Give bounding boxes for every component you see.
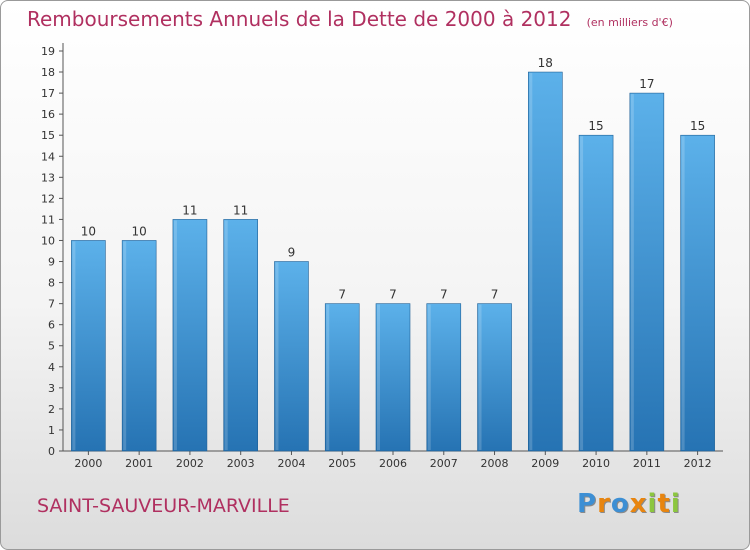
data-label: 11 <box>182 203 197 217</box>
data-label: 17 <box>639 77 654 91</box>
bars <box>71 71 715 452</box>
proxiti-logo: Proxiti <box>577 489 681 519</box>
logo-letter: i <box>647 489 658 519</box>
y-tick-label: 9 <box>48 256 55 269</box>
data-label: 9 <box>288 246 296 260</box>
labels: 10 2000 10 2001 11 2002 11 2003 9 2004 7 2005 7 2006 7… <box>74 56 711 470</box>
y-tick-label: 1 <box>48 424 55 437</box>
bar-highlight <box>478 304 482 450</box>
bar-highlight <box>529 73 533 450</box>
data-label: 15 <box>690 119 705 133</box>
x-tick-label: 2004 <box>277 457 305 470</box>
chart-unit-note: (en milliers d'€) <box>586 16 673 29</box>
bar-2001 <box>121 240 157 452</box>
bar-2007 <box>426 303 462 452</box>
bar-highlight <box>377 304 380 450</box>
chart-title: Remboursements Annuels de la Dette de 20… <box>27 7 572 31</box>
bar-highlight <box>580 136 584 451</box>
x-tick-label: 2005 <box>328 457 356 470</box>
data-label: 7 <box>491 288 499 302</box>
bar-2003 <box>223 219 258 452</box>
y-tick-label: 12 <box>41 192 55 205</box>
logo-letter: P <box>577 489 598 519</box>
x-tick-label: 2006 <box>379 457 407 470</box>
y-tick-label: 2 <box>48 403 55 416</box>
y-tick-label: 4 <box>48 361 55 374</box>
data-label: 7 <box>338 288 346 302</box>
data-label: 10 <box>81 224 96 238</box>
logo-letter: i <box>670 489 681 519</box>
bar-highlight <box>630 94 634 451</box>
data-label: 10 <box>132 224 147 238</box>
y-tick-label: 15 <box>41 129 55 142</box>
x-tick-label: 2002 <box>176 457 204 470</box>
y-tick-label: 7 <box>48 298 55 311</box>
bar-2000 <box>71 240 106 452</box>
x-tick-label: 2011 <box>633 457 661 470</box>
bar-highlight <box>173 220 177 450</box>
logo-letter: r <box>597 489 611 519</box>
y-tick-label: 18 <box>41 66 55 79</box>
y-tick-label: 8 <box>48 277 55 290</box>
y-tick-label: 3 <box>48 382 55 395</box>
commune-name: SAINT-SAUVEUR-MARVILLE <box>37 495 290 517</box>
x-tick-label: 2000 <box>74 457 102 470</box>
logo-letter: x <box>629 489 648 519</box>
y-tick-label: 16 <box>41 108 55 121</box>
bar-2011 <box>629 92 665 452</box>
bar-2012 <box>680 134 715 452</box>
data-label: 7 <box>440 288 448 302</box>
data-label: 15 <box>588 119 603 133</box>
logo-letter: t <box>657 489 671 519</box>
y-tick-label: 5 <box>48 340 55 353</box>
title-row: Remboursements Annuels de la Dette de 20… <box>27 7 673 31</box>
bar-highlight <box>326 304 330 450</box>
y-tick-label: 10 <box>41 234 55 247</box>
y-tick-label: 11 <box>41 213 55 226</box>
x-tick-label: 2010 <box>582 457 610 470</box>
y-tick-label: 14 <box>41 150 55 163</box>
bar-2006 <box>375 303 411 452</box>
data-label: 7 <box>389 288 397 302</box>
bar-2004 <box>274 261 309 452</box>
bar-highlight <box>275 262 279 450</box>
y-tick-label: 0 <box>48 445 55 458</box>
bar-highlight <box>681 136 685 451</box>
bar-2009 <box>528 71 563 452</box>
bar-highlight <box>123 241 127 450</box>
y-tick-label: 17 <box>41 87 55 100</box>
y-tick-label: 6 <box>48 319 55 332</box>
bar-highlight <box>427 304 431 450</box>
bar-highlight <box>224 220 228 450</box>
y-tick-label: 13 <box>41 171 55 184</box>
x-tick-label: 2007 <box>430 457 458 470</box>
bar-2002 <box>172 219 208 452</box>
logo-letter: o <box>610 489 630 519</box>
bar-2010 <box>578 134 614 452</box>
data-label: 11 <box>233 203 248 217</box>
data-label: 18 <box>538 56 553 70</box>
bar-highlight <box>72 241 76 450</box>
x-tick-label: 2012 <box>684 457 712 470</box>
y-tick-label: 19 <box>41 45 55 58</box>
x-tick-label: 2008 <box>481 457 509 470</box>
bar-2005 <box>324 303 360 452</box>
x-tick-label: 2009 <box>531 457 559 470</box>
x-tick-label: 2003 <box>227 457 255 470</box>
bar-2008 <box>477 303 512 452</box>
x-tick-label: 2001 <box>125 457 153 470</box>
